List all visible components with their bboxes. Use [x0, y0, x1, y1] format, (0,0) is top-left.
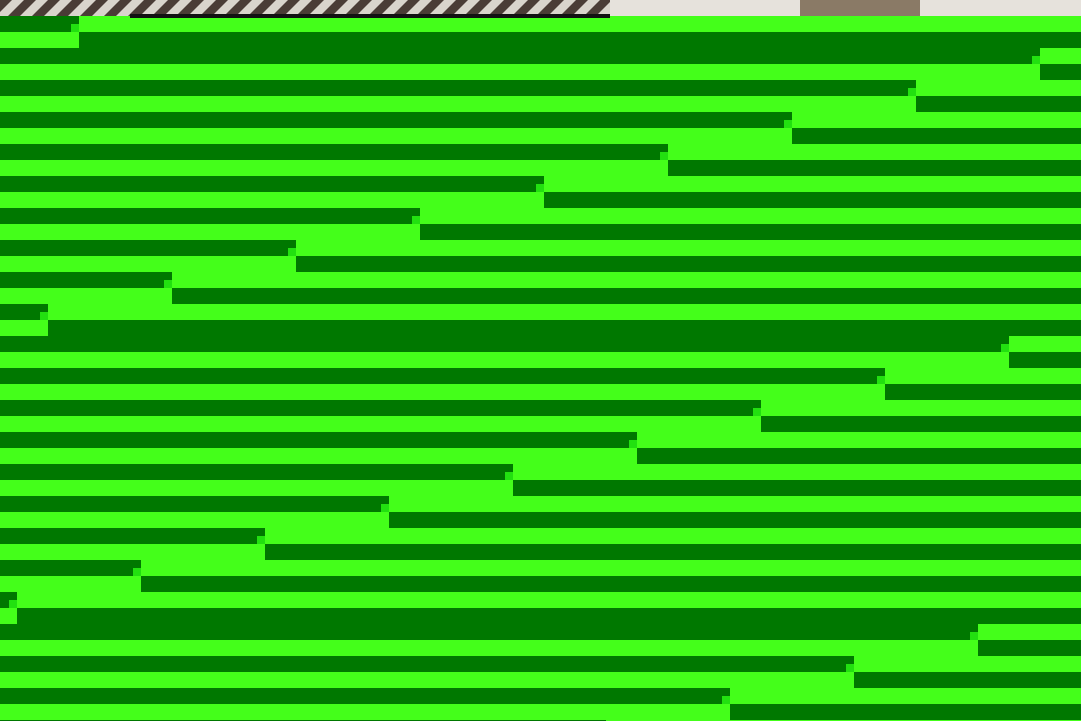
glitch-pixel: [381, 504, 389, 512]
dark-stripe: [17, 608, 1081, 624]
glitch-pixel: [970, 632, 978, 640]
glitch-pixel: [288, 248, 296, 256]
dark-stripe: [916, 96, 1081, 112]
dark-stripe: [389, 512, 1081, 528]
dark-stripe: [0, 528, 265, 544]
glitch-pixel: [629, 440, 637, 448]
dark-stripe: [668, 160, 1081, 176]
dark-stripe: [0, 112, 792, 128]
glitch-pixel: [784, 120, 792, 128]
glitch-pixel: [877, 376, 885, 384]
dark-stripe: [0, 176, 544, 192]
glitch-pixel: [1001, 344, 1009, 352]
stripes: [0, 16, 1081, 721]
dark-stripe: [0, 464, 513, 480]
dark-stripe: [0, 496, 389, 512]
dark-stripe: [0, 272, 172, 288]
dark-stripe: [730, 704, 1081, 720]
dark-stripe: [0, 688, 730, 704]
glitch-pixel: [1032, 56, 1040, 64]
glitch-pixel: [71, 24, 79, 32]
dark-stripe: [141, 576, 1081, 592]
dark-stripe: [0, 16, 79, 32]
glitch-pixel: [133, 568, 141, 576]
photo-shadow: [130, 14, 610, 18]
dark-stripe: [48, 320, 1081, 336]
dark-stripe: [1009, 352, 1081, 368]
dark-stripe: [885, 384, 1081, 400]
dark-stripe: [761, 416, 1081, 432]
glitch-pixel: [412, 216, 420, 224]
dark-stripe: [265, 544, 1081, 560]
dark-stripe: [420, 224, 1081, 240]
glitch-pixel: [660, 152, 668, 160]
dark-stripe: [172, 288, 1081, 304]
dark-stripe: [792, 128, 1081, 144]
dark-stripe: [544, 192, 1081, 208]
dark-stripe: [0, 400, 761, 416]
dark-stripe: [0, 432, 637, 448]
glitch-pixel: [257, 536, 265, 544]
dark-stripe: [79, 32, 1081, 48]
glitch-pixel: [846, 664, 854, 672]
glitch-pixel: [505, 472, 513, 480]
dark-stripe: [0, 304, 48, 320]
dark-stripe: [0, 656, 854, 672]
dark-stripe: [978, 640, 1081, 656]
dark-stripe: [0, 208, 420, 224]
dark-stripe: [0, 144, 668, 160]
glitch-pixel: [908, 88, 916, 96]
glitch-pixel: [722, 696, 730, 704]
photo-object: [800, 0, 920, 16]
dark-stripe: [0, 624, 978, 640]
photo-pattern: [0, 0, 610, 16]
dark-stripe: [0, 80, 916, 96]
dark-stripe: [0, 336, 1009, 352]
dark-stripe: [0, 560, 141, 576]
glitch-pixel: [753, 408, 761, 416]
glitch-pixel: [536, 184, 544, 192]
dark-stripe: [854, 672, 1081, 688]
dark-stripe: [1040, 64, 1081, 80]
dark-stripe: [0, 48, 1040, 64]
glitch-pixel: [40, 312, 48, 320]
dark-stripe: [296, 256, 1081, 272]
glitch-pixel: [164, 280, 172, 288]
dark-stripe: [513, 480, 1081, 496]
dark-stripe: [637, 448, 1081, 464]
glitch-pixel: [9, 600, 17, 608]
dark-stripe: [0, 240, 296, 256]
photo-strip: [0, 0, 1081, 18]
dark-stripe: [0, 368, 885, 384]
